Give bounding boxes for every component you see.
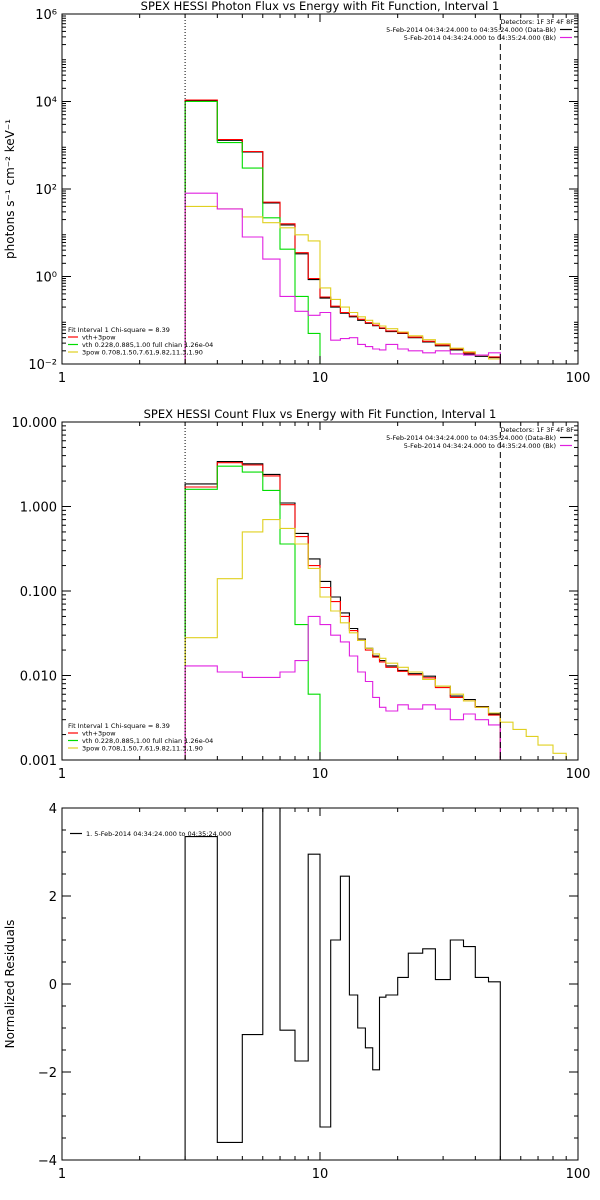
fit-legend-header: Fit Interval 1 Chi-square = 8.39: [68, 326, 170, 334]
y-axis-label: Normalized Residuals: [3, 920, 17, 1049]
fit-legend-entry-1: vth+3pow: [82, 730, 116, 738]
legend-entry-1: 5-Feb-2014 04:34:24.000 to 04:35:24.000 …: [386, 26, 556, 34]
y-tick-label: 10⁰: [35, 271, 57, 286]
x-tick-label: 100: [566, 767, 591, 782]
series-line-1: [184, 461, 501, 760]
series-line-5: [184, 192, 501, 364]
chart-title: SPEX HESSI Photon Flux vs Energy with Fi…: [141, 0, 500, 13]
legend-header: Detectors: 1F 3F 4F 8F: [500, 18, 574, 26]
y-tick-label: 0.100: [20, 585, 57, 600]
x-tick-label: 100: [566, 371, 591, 386]
y-tick-label: −4: [38, 1154, 57, 1169]
x-tick-label: 1: [58, 767, 66, 782]
y-tick-label: 2: [49, 890, 57, 905]
y-tick-label: 4: [49, 802, 57, 817]
y-tick-label: 0.010: [20, 670, 57, 685]
series-line-1: [184, 100, 501, 364]
series-line-5: [184, 615, 501, 760]
series-line-1: [184, 807, 501, 1160]
legend-header: Detectors: 1F 3F 4F 8F: [500, 426, 574, 434]
x-tick-label: 10: [312, 767, 329, 782]
x-tick-label: 1: [58, 371, 66, 386]
series-line-4: [184, 519, 567, 760]
chart-panel-3: Normalized Residuals 1 10 100 −4 −2 0 2 4 1. 5-Fe…: [3, 802, 590, 1182]
chart-panel-2: SPEX HESSI Count Flux vs Energy with Fit…: [12, 407, 591, 782]
x-tick-label: 10: [312, 1167, 329, 1182]
fit-legend-entry-2: vth 0.228,0.885,1.00 full chian 1.26e-04: [82, 341, 213, 349]
chart-panel-1: SPEX HESSI Photon Flux vs Energy with Fi…: [3, 0, 590, 386]
y-tick-label: 10⁻²: [28, 358, 57, 373]
legend-entry-2: 5-Feb-2014 04:34:24.000 to 04:35:24.000 …: [404, 34, 556, 42]
y-tick-label: 10.000: [12, 416, 58, 431]
y-tick-label: 10⁴: [35, 96, 57, 111]
legend-entry-2: 5-Feb-2014 04:34:24.000 to 04:35:24.000 …: [404, 442, 556, 450]
y-tick-label: 0.001: [20, 754, 57, 769]
y-tick-label: 10²: [35, 183, 57, 198]
y-tick-label: 0: [49, 978, 57, 993]
y-tick-label: −2: [38, 1066, 57, 1081]
fit-legend-entry-3: 3pow 0.708,1.50,7.61,9.82,11.3,1.90: [82, 349, 203, 357]
x-tick-label: 10: [312, 371, 329, 386]
series-line-3: [184, 100, 331, 365]
x-tick-label: 1: [58, 1167, 66, 1182]
x-tick-label: 100: [566, 1167, 591, 1182]
series-line-3: [184, 465, 331, 761]
residual-legend-entry-1: 1. 5-Feb-2014 04:34:24.000 to 04:35:24.0…: [86, 830, 231, 838]
fit-legend-header: Fit Interval 1 Chi-square = 8.39: [68, 722, 170, 730]
fit-legend-entry-1: vth+3pow: [82, 334, 116, 342]
series-line-4: [184, 205, 538, 365]
y-axis-label: photons s⁻¹ cm⁻² keV⁻¹: [3, 119, 17, 259]
y-tick-label: 1.000: [20, 501, 57, 516]
series-line-2: [184, 99, 501, 364]
fit-legend-entry-2: vth 0.228,0.885,1.00 full chian 1.26e-04: [82, 737, 213, 745]
legend-entry-1: 5-Feb-2014 04:34:24.000 to 04:35:24.000 …: [386, 434, 556, 442]
chart-title: SPEX HESSI Count Flux vs Energy with Fit…: [144, 407, 497, 421]
series-line-2: [184, 462, 501, 760]
fit-legend-entry-3: 3pow 0.708,1.50,7.61,9.82,11.3,1.90: [82, 745, 203, 753]
y-tick-label: 10⁶: [35, 8, 57, 23]
